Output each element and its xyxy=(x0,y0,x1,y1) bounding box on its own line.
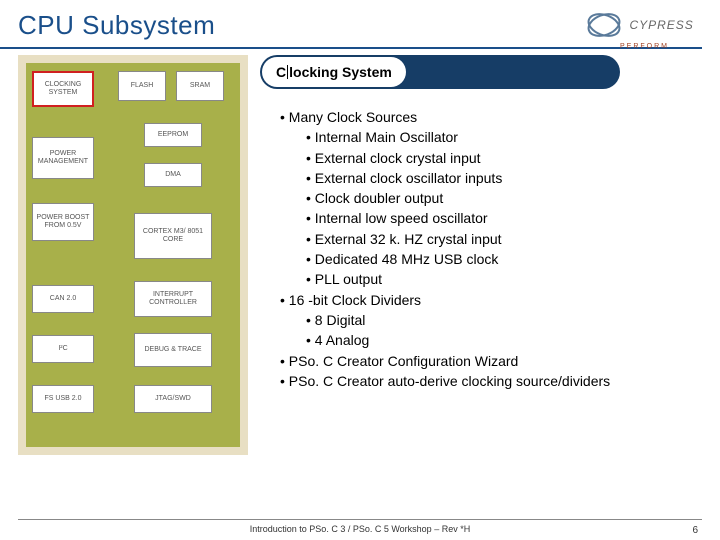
bullet-item: External clock crystal input xyxy=(280,148,610,168)
slide-content: CLOCKING SYSTEM FLASH SRAM POWER MANAGEMENT… xyxy=(0,49,720,479)
diagram-block: CORTEX M3/ 8051 CORE xyxy=(134,213,212,259)
bullet-item: Internal Main Oscillator xyxy=(280,127,610,147)
bullet-item: External clock oscillator inputs xyxy=(280,168,610,188)
text-cursor-icon xyxy=(287,65,288,79)
bullet-item: 8 Digital xyxy=(280,310,610,330)
bullet-item: Clock doubler output xyxy=(280,188,610,208)
bullet-item: Dedicated 48 MHz USB clock xyxy=(280,249,610,269)
bullet-item: External 32 k. HZ crystal input xyxy=(280,229,610,249)
bullet-item: 16 -bit Clock Dividers xyxy=(280,290,610,310)
diagram-block: POWER BOOST FROM 0.5V xyxy=(32,203,94,241)
diagram-block: CLOCKING SYSTEM xyxy=(32,71,94,107)
diagram-block: CAN 2.0 xyxy=(32,285,94,313)
slide-footer: Introduction to PSo. C 3 / PSo. C 5 Work… xyxy=(0,519,720,534)
bullet-item: PSo. C Creator Configuration Wizard xyxy=(280,351,610,371)
footer-text: Introduction to PSo. C 3 / PSo. C 5 Work… xyxy=(0,524,720,534)
diagram-inner: CLOCKING SYSTEM FLASH SRAM POWER MANAGEMENT… xyxy=(26,63,240,447)
diagram-block: I²C xyxy=(32,335,94,363)
diagram-block: FLASH xyxy=(118,71,166,101)
bullet-item: Internal low speed oscillator xyxy=(280,208,610,228)
footer-rule xyxy=(18,519,702,520)
section-pill-label: Clocking System xyxy=(262,57,406,87)
cpu-block-diagram: CLOCKING SYSTEM FLASH SRAM POWER MANAGEMENT… xyxy=(18,55,248,455)
pill-text-pre: C xyxy=(276,64,286,80)
bullet-item: 4 Analog xyxy=(280,330,610,350)
diagram-block: SRAM xyxy=(176,71,224,101)
bullet-item: PSo. C Creator auto-derive clocking sour… xyxy=(280,371,610,391)
bullet-item: Many Clock Sources xyxy=(280,107,610,127)
diagram-block: EEPROM xyxy=(144,123,202,147)
page-number: 6 xyxy=(692,525,698,536)
bullet-list: Many Clock SourcesInternal Main Oscillat… xyxy=(280,107,610,391)
logo-brand-text: CYPRESS xyxy=(629,18,693,32)
section-pill: Clocking System xyxy=(260,55,620,89)
diagram-block: POWER MANAGEMENT xyxy=(32,137,94,179)
diagram-block: DEBUG & TRACE xyxy=(134,333,212,367)
diagram-block: DMA xyxy=(144,163,202,187)
bullet-item: PLL output xyxy=(280,269,610,289)
diagram-block: INTERRUPT CONTROLLER xyxy=(134,281,212,317)
diagram-block: JTAG/SWD xyxy=(134,385,212,413)
logo-icon xyxy=(587,8,621,42)
pill-text-post: locking System xyxy=(289,64,392,80)
diagram-block: FS USB 2.0 xyxy=(32,385,94,413)
cypress-logo: CYPRESS PERFORM xyxy=(587,8,702,48)
